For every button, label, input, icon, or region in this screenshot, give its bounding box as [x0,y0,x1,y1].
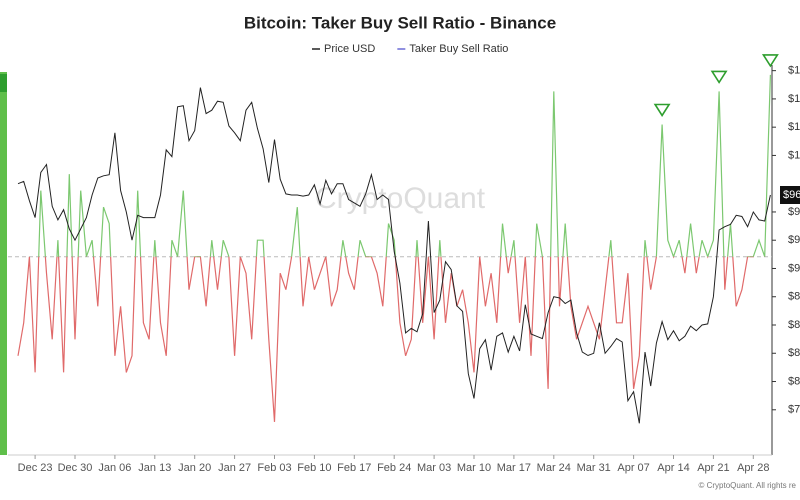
chart-title: Bitcoin: Taker Buy Sell Ratio - Binance [244,13,556,32]
x-tick-label: Jan 20 [178,462,211,474]
y-tick-label: $1 [788,65,800,77]
x-tick-label: Mar 17 [497,462,531,474]
y-tick-label: $8 [788,347,800,359]
ratio-line-down [17,256,766,422]
y-tick-label: $1 [788,93,800,105]
footer: © CryptoQuant. All rights re [699,481,797,490]
x-tick-label: Jan 27 [218,462,251,474]
last-price-box [780,186,800,204]
last-price-label: $96 [783,189,800,201]
price-line [17,87,771,424]
x-tick-label: Feb 17 [337,462,371,474]
x-tick-label: Jan 13 [138,462,171,474]
x-tick-label: Feb 03 [257,462,291,474]
x-tick-label: Dec 30 [58,462,93,474]
x-tick-label: Mar 10 [457,462,491,474]
signal-marker [653,103,671,117]
left-strip-handle [0,74,7,92]
left-strip [0,72,7,455]
x-tick-label: Apr 07 [617,462,649,474]
signal-marker [710,70,728,84]
y-tick-label: $9 [788,234,800,246]
legend-label: Price USD [324,43,375,55]
x-tick-label: Feb 10 [297,462,331,474]
x-tick-label: Mar 03 [417,462,451,474]
signal-marker [761,54,779,68]
x-tick-label: Jan 06 [98,462,131,474]
y-tick-label: $9 [788,206,800,218]
y-tick-label: $1 [788,121,800,133]
x-tick-label: Mar 24 [537,462,571,474]
watermark: CryptoQuant [315,182,486,215]
y-tick-label: $8 [788,375,800,387]
legend-label: Taker Buy Sell Ratio [409,43,508,55]
x-tick-label: Mar 31 [577,462,611,474]
y-tick-label: $9 [788,262,800,274]
x-tick-label: Apr 28 [737,462,769,474]
y-tick-label: $1 [788,149,800,161]
x-tick-label: Dec 23 [18,462,53,474]
y-tick-label: $7 [788,404,800,416]
x-tick-label: Apr 21 [697,462,729,474]
x-tick-label: Feb 24 [377,462,411,474]
y-tick-label: $8 [788,291,800,303]
y-tick-label: $8 [788,319,800,331]
x-tick-label: Apr 14 [657,462,689,474]
ratio-line-up [28,74,771,257]
